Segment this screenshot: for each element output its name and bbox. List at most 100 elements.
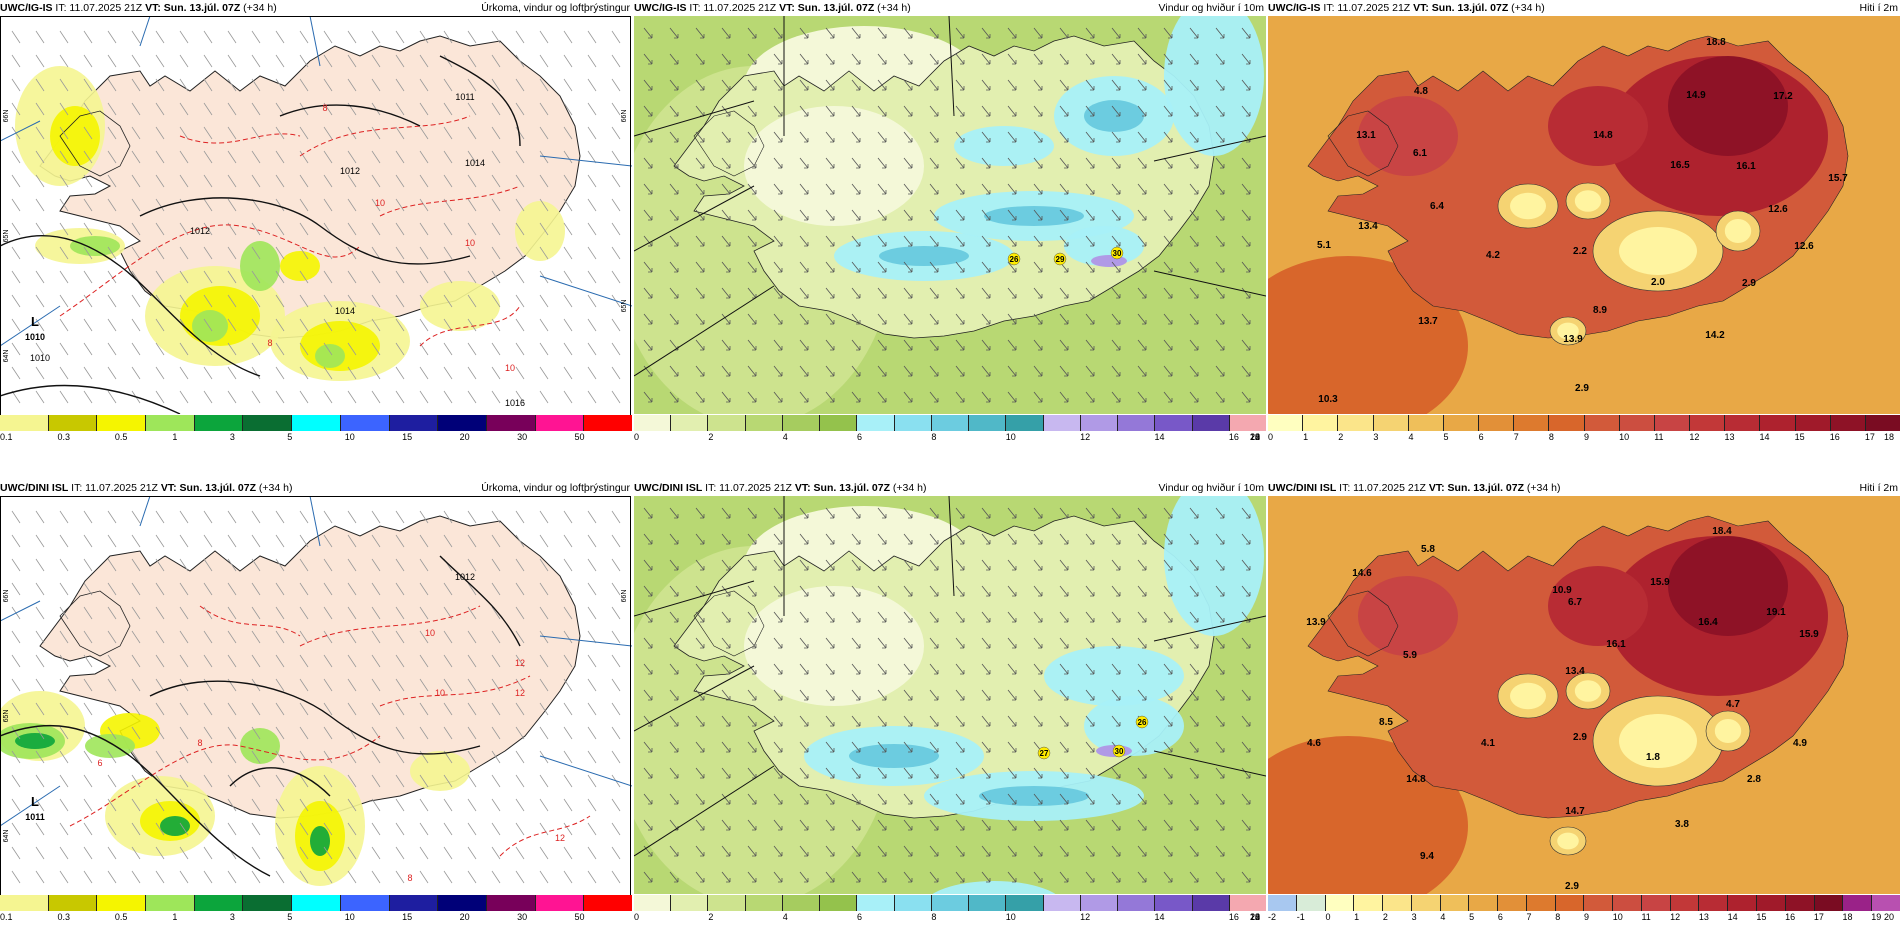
wind-barb xyxy=(539,246,549,260)
colorbar-tick-label: 18 xyxy=(1842,912,1853,922)
precip-area xyxy=(280,251,320,281)
wind-barb xyxy=(515,342,525,356)
wind-barb xyxy=(395,174,405,188)
temperature-value: 5.1 xyxy=(1317,240,1331,251)
precip-map[interactable]: L101110121012101012868121266N65N64N66N xyxy=(0,496,632,894)
wind-arrow xyxy=(1137,507,1147,519)
lead-time: (+34 h) xyxy=(243,2,277,14)
wind-arrow xyxy=(1215,533,1225,545)
wind-arrow xyxy=(721,365,731,377)
wind-arrow xyxy=(773,559,783,571)
wind-arrow xyxy=(1007,741,1017,753)
wind-barb xyxy=(587,774,597,788)
wind-barb xyxy=(155,630,165,644)
wind-arrow xyxy=(1111,663,1121,675)
wind-barb xyxy=(371,318,381,332)
wind-barb xyxy=(251,582,261,596)
wind-barb xyxy=(347,582,357,596)
wind-arrow xyxy=(643,313,653,325)
wind-arrow xyxy=(799,183,809,195)
wind-barb xyxy=(563,702,573,716)
wind-arrow xyxy=(773,313,783,325)
gust-marker xyxy=(1112,744,1126,758)
wind-barb xyxy=(323,126,333,140)
colorbar-tick-label: 3 xyxy=(1373,432,1379,442)
wind-barb xyxy=(443,78,453,92)
wind-arrow xyxy=(643,131,653,143)
wind-arrow xyxy=(981,183,991,195)
wind-barb xyxy=(419,150,429,164)
wind-arrow xyxy=(851,793,861,805)
wind-barb xyxy=(347,342,357,356)
colorbar-segment xyxy=(782,895,821,911)
wind-barb xyxy=(371,390,381,404)
wind-arrow xyxy=(643,533,653,545)
wind-barb xyxy=(83,150,93,164)
wind-map[interactable]: 26 29 30 xyxy=(634,16,1266,414)
wind-barb xyxy=(587,606,597,620)
wind-barb xyxy=(155,150,165,164)
wind-arrow xyxy=(721,741,731,753)
precip-area xyxy=(315,344,345,368)
wind-barb xyxy=(131,558,141,572)
isotherm-label: 6 xyxy=(97,758,102,768)
gust-marker xyxy=(1007,252,1021,266)
wind-arrow xyxy=(1033,157,1043,169)
wind-arrow xyxy=(1137,235,1147,247)
gust-value: 26 xyxy=(1138,718,1147,727)
wind-arrow xyxy=(1215,183,1225,195)
temperature-map[interactable]: 18.4 5.8 14.6 10.9 15.9 6.7 19.1 13.9 16.4 15.9 16… xyxy=(1268,496,1900,894)
wind-barb xyxy=(131,654,141,668)
precip-map[interactable]: L 1010 1011 1012 1012 1014 1014 1010 1016 8 10 10 10… xyxy=(0,16,632,414)
wind-barb xyxy=(443,390,453,404)
wind-arrow xyxy=(643,663,653,675)
iceland-land xyxy=(39,515,581,819)
wind-barb xyxy=(347,630,357,644)
wind-arrow xyxy=(747,585,757,597)
wind-barb xyxy=(203,726,213,740)
wind-barb xyxy=(179,870,189,884)
wind-barb xyxy=(395,534,405,548)
wind-barb xyxy=(275,630,285,644)
wind-barb xyxy=(515,678,525,692)
wind-barb xyxy=(155,654,165,668)
wind-barb xyxy=(371,534,381,548)
wind-arrow xyxy=(695,533,705,545)
wind-arrow xyxy=(1215,637,1225,649)
region-boundary xyxy=(1153,750,1266,777)
colorbar-segment xyxy=(1814,895,1844,911)
wind-barb xyxy=(395,654,405,668)
wind-barb xyxy=(227,294,237,308)
wind-arrow xyxy=(955,689,965,701)
panel-ig-wind: UWC/IG-IS IT: 11.07.2025 21Z VT: Sun. 13… xyxy=(634,0,1268,457)
graticule-line xyxy=(139,16,151,47)
wind-barb xyxy=(251,822,261,836)
wind-arrow xyxy=(1059,235,1069,247)
colorbar-segment xyxy=(1584,415,1620,431)
isobar xyxy=(0,384,181,414)
wind-arrow xyxy=(825,105,835,117)
wind-arrow xyxy=(643,235,653,247)
wind-arrow xyxy=(929,339,939,351)
wind-barb xyxy=(323,726,333,740)
wind-arrow xyxy=(955,157,965,169)
wind-arrow xyxy=(799,313,809,325)
colorbar-segment xyxy=(745,895,783,911)
wind-barb xyxy=(131,870,141,884)
wind-arrow xyxy=(1163,559,1173,571)
wind-arrow xyxy=(825,611,835,623)
wind-barb xyxy=(155,702,165,716)
wind-barb xyxy=(299,198,309,212)
panel-title: Vindur og hviður í 10m xyxy=(1158,482,1264,494)
wind-barb xyxy=(539,390,549,404)
wind-arrow xyxy=(799,767,809,779)
colorbar-tick-label: 20 xyxy=(459,912,470,922)
wind-arrow xyxy=(747,741,757,753)
wind-barb xyxy=(131,726,141,740)
wind-barb xyxy=(107,198,117,212)
wind-barb xyxy=(395,78,405,92)
wind-arrow xyxy=(747,339,757,351)
glacier-area xyxy=(1574,680,1602,702)
temperature-map[interactable]: 18.8 17.2 14.9 4.8 13.1 6.1 14.8 16.5 16.1 15.7 6.… xyxy=(1268,16,1900,414)
wind-map[interactable]: 27 30 26 xyxy=(634,496,1266,894)
